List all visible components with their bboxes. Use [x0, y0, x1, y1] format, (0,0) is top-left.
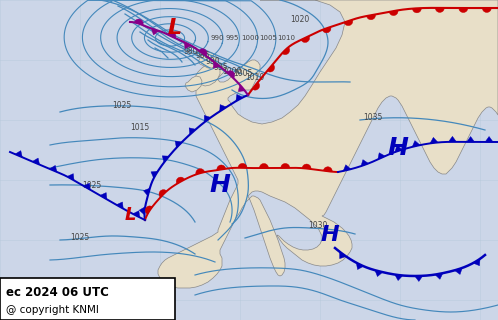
Polygon shape [184, 42, 191, 49]
Wedge shape [412, 8, 421, 13]
Polygon shape [485, 137, 493, 142]
Wedge shape [227, 71, 235, 78]
Polygon shape [473, 259, 480, 266]
Text: 985: 985 [195, 52, 210, 60]
Polygon shape [116, 202, 123, 209]
Text: L: L [124, 206, 136, 224]
Polygon shape [340, 252, 346, 259]
Polygon shape [213, 61, 220, 68]
Text: ec 2024 06 UTC: ec 2024 06 UTC [6, 285, 109, 299]
Text: 1025: 1025 [70, 234, 89, 243]
Polygon shape [133, 211, 140, 218]
Wedge shape [302, 164, 311, 169]
Text: 990: 990 [205, 58, 220, 67]
Wedge shape [301, 36, 310, 43]
Wedge shape [167, 32, 176, 38]
Polygon shape [455, 268, 462, 275]
Polygon shape [220, 105, 227, 111]
FancyBboxPatch shape [0, 278, 175, 320]
Polygon shape [49, 165, 57, 172]
Text: H: H [210, 173, 231, 197]
Wedge shape [267, 64, 274, 72]
Wedge shape [482, 8, 492, 12]
Wedge shape [323, 167, 332, 172]
Polygon shape [357, 263, 364, 269]
Polygon shape [185, 76, 202, 92]
Text: 1010: 1010 [245, 74, 264, 83]
Text: 1015: 1015 [130, 124, 149, 132]
Polygon shape [151, 171, 158, 178]
Polygon shape [361, 160, 369, 166]
Text: 1000: 1000 [222, 68, 242, 76]
Polygon shape [236, 94, 243, 101]
Wedge shape [367, 14, 375, 20]
Wedge shape [322, 27, 331, 33]
Polygon shape [238, 85, 245, 91]
Polygon shape [343, 165, 351, 171]
Polygon shape [375, 270, 382, 276]
Wedge shape [282, 47, 290, 55]
Text: H: H [321, 225, 339, 245]
Wedge shape [159, 190, 167, 197]
Polygon shape [467, 137, 475, 142]
Text: 995: 995 [213, 62, 228, 71]
Text: 1035: 1035 [363, 114, 382, 123]
Wedge shape [252, 82, 259, 90]
Polygon shape [15, 151, 22, 157]
Polygon shape [415, 276, 423, 282]
Polygon shape [196, 64, 220, 86]
Wedge shape [176, 177, 185, 184]
Wedge shape [145, 206, 152, 214]
Text: 1005: 1005 [233, 69, 252, 78]
Wedge shape [199, 49, 207, 56]
Polygon shape [448, 136, 457, 142]
Wedge shape [238, 163, 247, 168]
Text: L: L [168, 18, 182, 38]
Text: 1020: 1020 [290, 15, 309, 25]
Polygon shape [189, 128, 196, 135]
Polygon shape [412, 140, 420, 147]
Wedge shape [217, 165, 226, 170]
Text: 1000: 1000 [242, 35, 259, 41]
Text: 995: 995 [225, 35, 239, 41]
Polygon shape [67, 174, 74, 180]
Polygon shape [158, 0, 498, 288]
Wedge shape [435, 8, 444, 12]
Polygon shape [139, 207, 145, 215]
Polygon shape [204, 116, 211, 122]
Text: 980: 980 [183, 47, 198, 57]
Wedge shape [134, 19, 143, 25]
Polygon shape [83, 183, 90, 190]
Polygon shape [32, 158, 40, 165]
Wedge shape [389, 10, 398, 16]
Wedge shape [344, 20, 353, 26]
Polygon shape [378, 153, 385, 159]
Wedge shape [259, 164, 268, 168]
Polygon shape [151, 28, 159, 35]
Text: 1025: 1025 [112, 100, 131, 109]
Text: H: H [387, 136, 408, 160]
Wedge shape [459, 8, 468, 12]
Wedge shape [281, 164, 290, 168]
Polygon shape [395, 275, 403, 281]
Polygon shape [198, 52, 217, 68]
Polygon shape [430, 137, 438, 143]
Polygon shape [175, 141, 182, 148]
Wedge shape [196, 169, 205, 174]
Polygon shape [395, 146, 402, 152]
Text: 1010: 1010 [277, 35, 295, 41]
Polygon shape [435, 273, 443, 279]
Text: 1005: 1005 [259, 35, 277, 41]
Text: @ copyright KNMI: @ copyright KNMI [6, 305, 99, 315]
Text: 990: 990 [211, 35, 224, 41]
Polygon shape [100, 193, 107, 199]
Text: 1030: 1030 [308, 221, 327, 230]
Polygon shape [162, 156, 169, 162]
Polygon shape [143, 188, 150, 196]
Text: 1025: 1025 [82, 180, 101, 189]
